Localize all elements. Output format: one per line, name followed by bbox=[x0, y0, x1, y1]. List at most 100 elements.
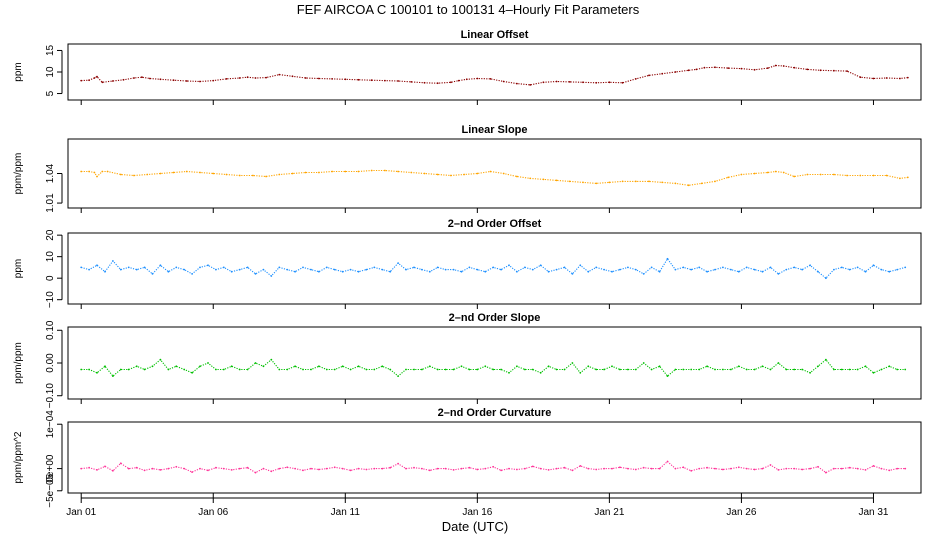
data-point bbox=[524, 467, 526, 470]
data-point bbox=[502, 172, 505, 175]
data-point bbox=[769, 464, 772, 466]
y-tick-label: 15 bbox=[45, 44, 56, 56]
series-line bbox=[81, 64, 908, 86]
data-point bbox=[809, 467, 811, 470]
data-point bbox=[896, 467, 899, 470]
y-axis-label: ppm/ppm^2 bbox=[13, 431, 24, 483]
data-point bbox=[906, 176, 909, 179]
data-point bbox=[101, 170, 104, 173]
series-line bbox=[81, 358, 906, 377]
data-point bbox=[516, 468, 518, 471]
data-point bbox=[714, 66, 716, 69]
data-point bbox=[143, 266, 146, 269]
data-point bbox=[766, 171, 769, 174]
data-point bbox=[819, 69, 822, 72]
data-point bbox=[428, 365, 431, 368]
data-point bbox=[80, 170, 83, 173]
data-point bbox=[595, 368, 598, 371]
data-point bbox=[761, 467, 764, 470]
data-point bbox=[579, 264, 582, 267]
data-point bbox=[627, 467, 629, 470]
data-point bbox=[302, 469, 304, 472]
data-point bbox=[529, 177, 532, 180]
panel-title: 2–nd Order Slope bbox=[449, 312, 541, 324]
data-point bbox=[476, 468, 479, 471]
data-point bbox=[542, 178, 545, 181]
data-point bbox=[452, 268, 455, 271]
data-point bbox=[880, 368, 883, 371]
data-point bbox=[904, 467, 907, 470]
data-point bbox=[666, 375, 669, 377]
data-point bbox=[484, 365, 487, 368]
data-point bbox=[619, 268, 621, 271]
data-point bbox=[381, 467, 384, 470]
x-tick-label: Jan 21 bbox=[594, 507, 624, 518]
data-point bbox=[207, 469, 209, 472]
data-point bbox=[587, 467, 590, 470]
data-point bbox=[587, 270, 590, 273]
data-point bbox=[460, 270, 463, 273]
data-point bbox=[112, 469, 114, 472]
data-point bbox=[571, 273, 574, 275]
data-point bbox=[568, 81, 571, 83]
data-point bbox=[489, 78, 492, 80]
panel-frame bbox=[67, 421, 922, 494]
data-point bbox=[690, 469, 693, 472]
data-point bbox=[96, 175, 98, 178]
data-point bbox=[185, 170, 188, 173]
data-point bbox=[436, 266, 439, 269]
data-point bbox=[801, 368, 804, 371]
data-point bbox=[119, 368, 122, 371]
data-point bbox=[745, 368, 748, 371]
data-point bbox=[906, 76, 909, 79]
data-point bbox=[848, 466, 851, 469]
data-point bbox=[568, 180, 571, 183]
data-point bbox=[848, 368, 851, 371]
data-point bbox=[555, 268, 558, 271]
data-point bbox=[199, 171, 201, 174]
data-point bbox=[516, 175, 518, 178]
data-point bbox=[761, 270, 764, 273]
data-point bbox=[658, 467, 661, 470]
data-point bbox=[761, 365, 764, 368]
data-point bbox=[619, 368, 621, 371]
data-point bbox=[207, 362, 209, 364]
data-point bbox=[365, 368, 368, 371]
data-point bbox=[658, 270, 661, 273]
data-point bbox=[207, 264, 209, 267]
data-point bbox=[381, 268, 384, 271]
data-point bbox=[146, 173, 149, 176]
data-point bbox=[254, 273, 257, 275]
data-point bbox=[286, 368, 289, 371]
data-point bbox=[135, 268, 138, 271]
data-point bbox=[341, 467, 344, 470]
data-point bbox=[199, 467, 201, 470]
data-point bbox=[373, 368, 376, 371]
data-point bbox=[133, 174, 135, 177]
data-point bbox=[608, 181, 611, 184]
data-point bbox=[104, 465, 106, 468]
data-point bbox=[167, 467, 170, 470]
data-point bbox=[774, 64, 777, 67]
data-point bbox=[727, 176, 730, 179]
data-point bbox=[444, 268, 447, 271]
data-point bbox=[745, 266, 748, 269]
data-point bbox=[698, 368, 701, 371]
data-point bbox=[722, 368, 724, 371]
panel-2: Linear Slope 1.01 1.04 ppm/ppm bbox=[13, 124, 922, 213]
data-point bbox=[531, 268, 534, 271]
data-point bbox=[864, 270, 867, 273]
data-point bbox=[444, 467, 447, 470]
data-point bbox=[793, 266, 796, 269]
y-tick-label: 1.01 bbox=[45, 193, 56, 213]
data-point bbox=[88, 466, 90, 469]
data-point bbox=[695, 68, 698, 71]
data-point bbox=[785, 268, 788, 271]
data-point bbox=[112, 80, 114, 82]
data-point bbox=[571, 362, 574, 364]
data-point bbox=[801, 268, 804, 271]
data-point bbox=[159, 78, 162, 81]
data-point bbox=[230, 469, 233, 471]
data-point bbox=[785, 467, 788, 470]
